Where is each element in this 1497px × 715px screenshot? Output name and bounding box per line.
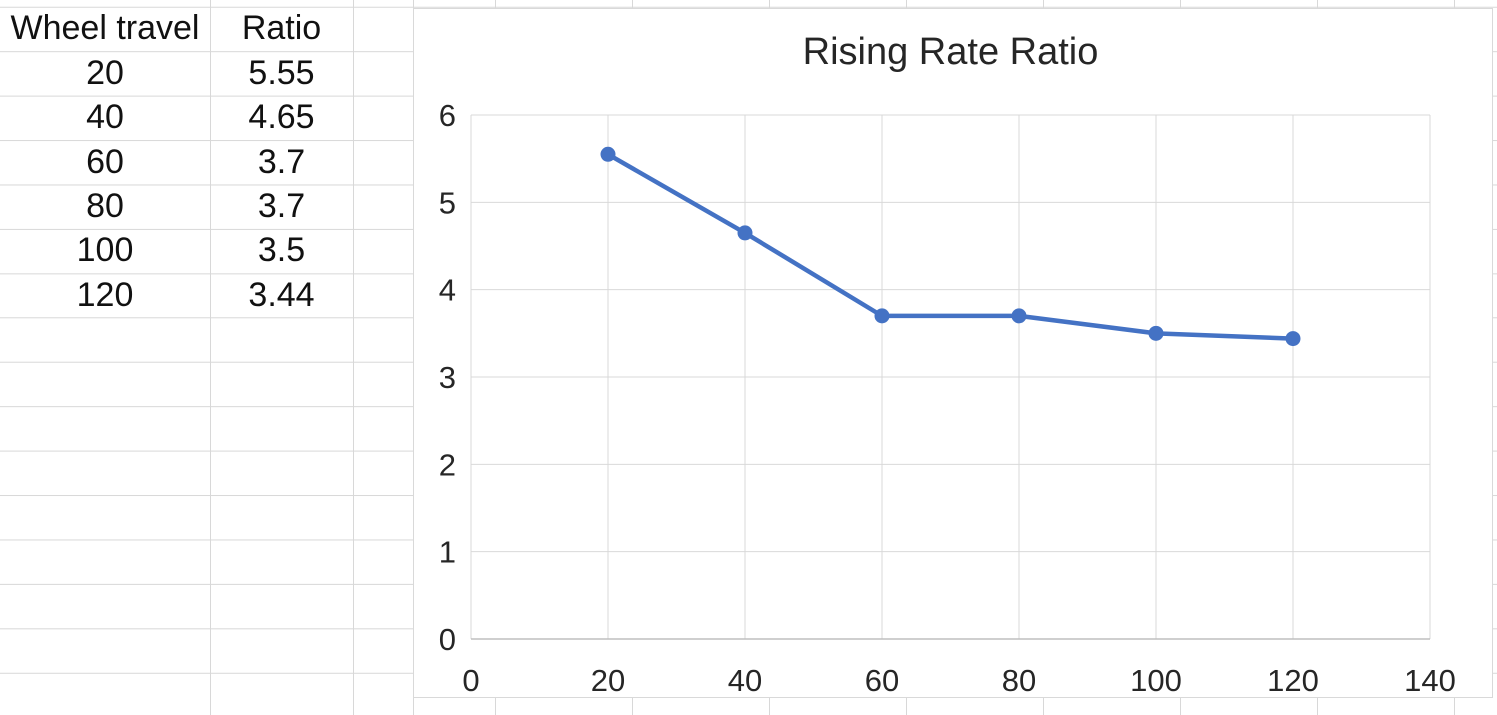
table-cell[interactable]: 3.5 bbox=[257, 231, 306, 270]
column-gridline bbox=[352, 0, 354, 715]
x-tick-label: 140 bbox=[1404, 663, 1456, 698]
data-point-marker[interactable] bbox=[737, 224, 753, 240]
table-cell[interactable]: 120 bbox=[76, 275, 134, 314]
x-tick-label: 100 bbox=[1130, 663, 1182, 698]
data-point-marker[interactable] bbox=[1011, 307, 1027, 323]
y-tick-label: 5 bbox=[439, 185, 456, 220]
table-cell[interactable]: 20 bbox=[86, 53, 124, 92]
table-cell[interactable]: 80 bbox=[86, 186, 124, 225]
table-cell[interactable]: 100 bbox=[76, 231, 134, 270]
header-cell[interactable]: Wheel travel bbox=[10, 9, 200, 48]
data-point-marker[interactable] bbox=[874, 307, 890, 323]
chart-plot-area: 0 20 40 60 80 100 120 140 0 1 2 3 4 5 6 bbox=[439, 98, 1456, 698]
x-tick-label: 80 bbox=[1002, 663, 1036, 698]
y-tick-label: 1 bbox=[439, 534, 456, 569]
y-tick-label: 4 bbox=[439, 272, 456, 307]
x-tick-label: 120 bbox=[1267, 663, 1319, 698]
y-tick-label: 0 bbox=[439, 622, 456, 657]
data-point-marker[interactable] bbox=[1148, 325, 1164, 341]
x-tick-label: 0 bbox=[462, 663, 479, 698]
chart[interactable]: Rising Rate Ratio 0 20 40 60 80 100 120 140 0 1 2 3… bbox=[413, 7, 1493, 698]
table-cell[interactable]: 40 bbox=[86, 98, 124, 137]
column-gridline bbox=[209, 0, 211, 715]
data-point-marker[interactable] bbox=[1285, 330, 1301, 346]
table-cell[interactable]: 3.7 bbox=[257, 186, 306, 225]
series-line[interactable] bbox=[605, 151, 1296, 341]
table-cell[interactable]: 4.65 bbox=[248, 98, 315, 137]
y-tick-label: 2 bbox=[439, 447, 456, 482]
x-tick-label: 20 bbox=[591, 663, 625, 698]
table-cell[interactable]: 3.7 bbox=[257, 142, 306, 181]
y-tick-label: 6 bbox=[439, 98, 456, 133]
x-tick-label: 40 bbox=[728, 663, 762, 698]
y-tick-label: 3 bbox=[439, 360, 456, 395]
table-cell[interactable]: 5.55 bbox=[248, 53, 315, 92]
header-cell[interactable]: Ratio bbox=[241, 9, 322, 48]
table-cell[interactable]: 60 bbox=[86, 142, 124, 181]
x-tick-label: 60 bbox=[865, 663, 899, 698]
table-cell[interactable]: 3.44 bbox=[248, 275, 315, 314]
chart-title[interactable]: Rising Rate Ratio bbox=[802, 30, 1099, 73]
data-point-marker[interactable] bbox=[600, 146, 616, 162]
